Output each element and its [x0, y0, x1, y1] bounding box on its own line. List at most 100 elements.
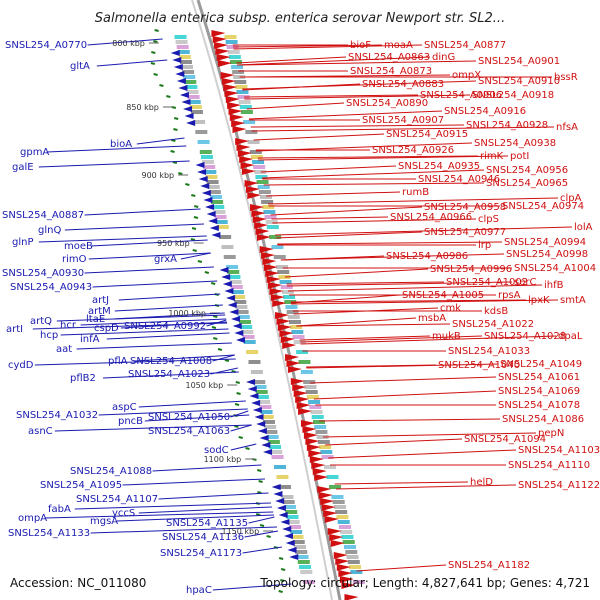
feature-block [202, 160, 215, 164]
forward-gene-arrow [235, 138, 250, 145]
gene-label-forward: SNSL254_A1078 [498, 400, 580, 411]
feature-block [178, 55, 191, 59]
leader-line-reverse [88, 252, 211, 260]
gene-label-forward: SNSL254_A0883 [362, 79, 444, 90]
forward-gene-arrow [338, 570, 353, 577]
forward-gene-arrow [323, 510, 338, 517]
leader-line-reverse [46, 145, 187, 153]
leader-line-reverse [38, 235, 207, 243]
leader-line-forward [253, 133, 385, 141]
leader-line-forward [270, 206, 423, 216]
gc-dash [236, 392, 241, 395]
feature-block [265, 220, 278, 224]
leader-line-forward [248, 110, 443, 120]
leader-line-forward [260, 165, 397, 173]
feature-block [309, 405, 322, 409]
feature-block [262, 205, 275, 209]
leader-line-reverse [92, 280, 218, 288]
feature-block [256, 180, 269, 184]
forward-gene-arrow [287, 366, 302, 373]
gc-dash [185, 183, 190, 186]
feature-block [250, 155, 263, 159]
feature-block [282, 500, 295, 504]
feature-block [203, 165, 216, 169]
feature-block [293, 340, 306, 344]
forward-gene-arrow [282, 342, 297, 349]
feature-block [291, 535, 304, 539]
gene-label-forward: SNSL254_A0926 [372, 145, 454, 156]
forward-gene-arrow [240, 162, 255, 169]
leader-line-reverse [138, 506, 272, 514]
feature-block [255, 175, 268, 179]
leader-line-forward [275, 231, 423, 239]
gene-label-reverse: SNSL254_A1095 [40, 480, 122, 491]
feature-block [288, 320, 301, 324]
reverse-gene-arrow [173, 64, 183, 70]
feature-block [340, 530, 353, 534]
feature-block [286, 310, 299, 314]
reverse-gene-arrow [257, 428, 267, 434]
feature-block [267, 440, 280, 444]
leader-line-forward [296, 323, 451, 327]
gene-label-forward: msbA [418, 313, 446, 324]
feature-block [305, 390, 318, 394]
leader-line-forward [286, 281, 445, 285]
leader-line-forward [271, 216, 389, 220]
gene-label-reverse: pflB2 [70, 373, 96, 384]
gene-label-forward: SNSL254_A0946 [418, 174, 500, 185]
gene-label-reverse: sodC [204, 445, 229, 456]
feature-block [179, 60, 192, 64]
feature-block [259, 405, 272, 409]
forward-gene-arrow [216, 54, 231, 61]
leader-line-reverse [38, 160, 190, 168]
gene-label-forward: lpxK [528, 295, 550, 306]
leader-line-reverse [116, 514, 274, 522]
feature-block [181, 65, 194, 69]
forward-gene-arrow [215, 48, 230, 55]
forward-gene-arrow [217, 60, 232, 67]
leader-line-reverse [96, 59, 168, 67]
gc-dash [153, 73, 158, 76]
gc-dash [278, 557, 284, 560]
reverse-gene-arrow [205, 204, 215, 210]
feature-block [227, 50, 240, 54]
forward-gene-arrow [279, 330, 294, 337]
gene-label-forward: dinG [432, 52, 455, 63]
forward-gene-arrow [244, 180, 259, 187]
forward-gene-arrow [223, 84, 238, 91]
feature-block [224, 35, 237, 39]
gene-label-reverse: hcp [40, 330, 58, 341]
leader-line-forward [263, 182, 485, 186]
leader-line-reverse [44, 511, 274, 519]
leader-line-reverse [152, 464, 262, 472]
gene-label-forward: SNSL254_A1182 [448, 560, 530, 571]
feature-block [199, 150, 212, 154]
forward-gene-arrow [236, 144, 251, 151]
gene-label-forward: nfsA [556, 122, 578, 133]
gene-label-forward: SNSL254_A0906 [420, 90, 502, 101]
leader-line-reverse [248, 516, 275, 524]
gene-label-forward: SNSL254_A1022 [452, 319, 534, 330]
gc-dash [234, 403, 240, 406]
gc-dash [166, 95, 171, 98]
feature-block [321, 455, 334, 459]
feature-block [230, 285, 243, 289]
forward-gene-arrow [212, 36, 227, 43]
feature-block [266, 435, 279, 439]
feature-block [350, 570, 363, 574]
feature-block [236, 90, 249, 94]
reverse-gene-arrow [197, 169, 207, 175]
feature-block [190, 110, 203, 114]
feature-block [269, 445, 282, 449]
reverse-gene-arrow [186, 120, 196, 126]
forward-gene-arrow [225, 96, 240, 103]
feature-block [266, 225, 279, 229]
forward-gene-arrow [295, 396, 310, 403]
forward-gene-arrow [309, 456, 324, 463]
leader-line-forward [291, 299, 559, 305]
reverse-gene-arrow [282, 526, 292, 532]
leader-line-forward [277, 241, 503, 245]
gene-label-forward: SNSL254_A0890 [346, 98, 428, 109]
gc-dash [150, 62, 156, 65]
